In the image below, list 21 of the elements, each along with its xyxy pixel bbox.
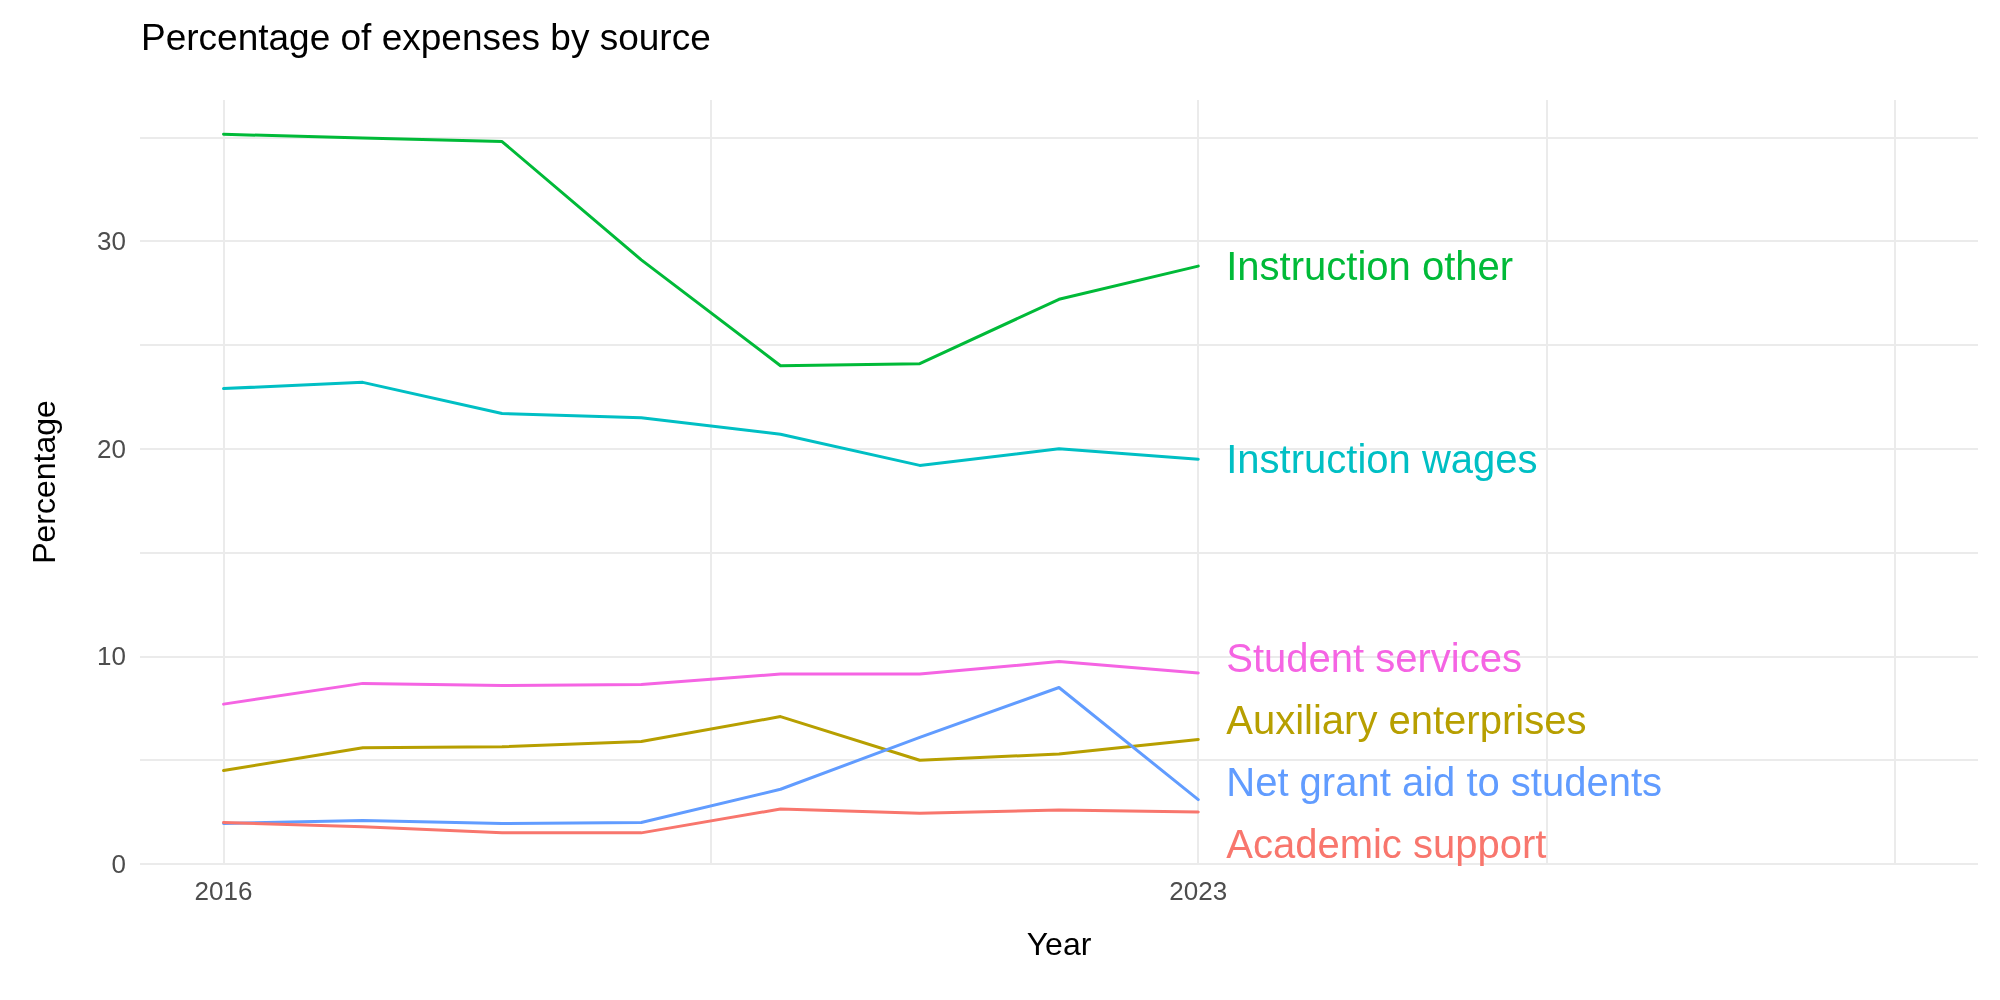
y-tick-label: 20 (97, 433, 126, 464)
y-tick-label: 10 (97, 641, 126, 672)
line-series (222, 686, 1200, 826)
y-tick-label: 30 (97, 226, 126, 257)
series-label: Net grant aid to students (1226, 760, 1663, 804)
series-label: Student services (1226, 636, 1522, 680)
series-label: Auxiliary enterprises (1226, 698, 1587, 742)
line-series (222, 715, 1200, 773)
x-tick-label: 2016 (194, 876, 253, 906)
line-series (222, 660, 1200, 706)
series-label: Instruction other (1226, 244, 1514, 289)
y-axis-title: Percentage (26, 400, 62, 564)
series-label: Academic support (1226, 822, 1547, 866)
line-series (222, 132, 1200, 368)
x-axis-title: Year (1026, 926, 1092, 962)
line-series (222, 380, 1200, 467)
line-series (222, 807, 1200, 835)
x-tick-label: 2023 (1169, 876, 1228, 906)
series-label: Instruction wages (1226, 437, 1538, 482)
y-tick-label: 0 (111, 849, 126, 879)
chart-title: Percentage of expenses by source (141, 17, 711, 58)
